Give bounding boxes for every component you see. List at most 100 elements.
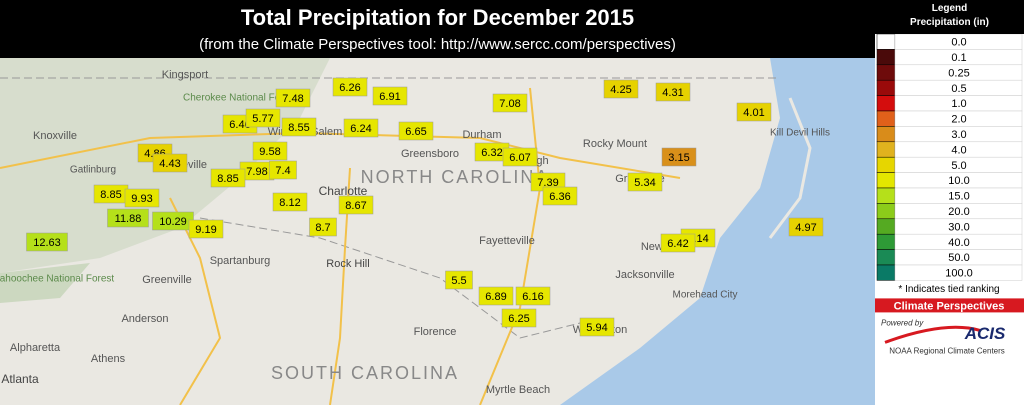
legend-label: 0.1: [951, 52, 966, 64]
station-box: [515, 286, 551, 306]
station-value: 6.07: [509, 152, 530, 164]
legend-label: 2.0: [951, 114, 966, 126]
station-value: 12.63: [33, 237, 61, 249]
station-box: [542, 186, 578, 206]
place-label: Greenville: [142, 274, 192, 286]
highway: [0, 131, 681, 179]
place-label: SOUTH CAROLINA: [271, 363, 459, 383]
station-box: [152, 153, 188, 173]
station-value: 8.85: [217, 173, 238, 185]
station-value: 8.12: [279, 197, 300, 209]
station-box: [26, 232, 68, 252]
place-label: Rock Hill: [326, 258, 369, 270]
station-box: [398, 121, 434, 141]
station-value: 11.88: [115, 213, 142, 225]
station-value: 6.36: [549, 191, 570, 203]
station-value: 4.25: [610, 84, 631, 96]
station-value: 6.26: [339, 82, 360, 94]
ocean: [560, 58, 875, 405]
station-value: 7.39: [537, 177, 558, 189]
legend-label: 10.0: [948, 175, 969, 187]
legend-swatch: [876, 203, 896, 220]
station-value: 9.19: [195, 224, 216, 236]
station-value: 6.25: [508, 313, 529, 325]
station-box: [124, 188, 160, 208]
station-value: 7.4: [275, 165, 290, 177]
legend-header: Legend Precipitation (in): [875, 0, 1024, 34]
station-box: [309, 217, 337, 237]
station-value: 5.34: [634, 177, 655, 189]
place-label: Chattahoochee National Forest: [0, 274, 114, 285]
place-label: NORTH CAROLINA: [361, 167, 550, 187]
subtitle: (from the Climate Perspectives tool: htt…: [199, 36, 676, 53]
station-box: [210, 168, 246, 188]
place-label: Athens: [91, 353, 126, 365]
acis-swoosh: [884, 325, 981, 344]
legend-swatch: [876, 33, 896, 50]
place-label: Morehead City: [672, 290, 737, 301]
station-value: 4.97: [795, 222, 816, 234]
station-value: 9.58: [259, 146, 280, 158]
station-value: 6.89: [485, 291, 506, 303]
legend-label: 20.0: [948, 206, 969, 218]
place-label: Spartanburg: [210, 255, 271, 267]
highway: [479, 87, 542, 405]
legend-label: 100.0: [945, 268, 973, 280]
station-value: 4.43: [159, 158, 180, 170]
place-label: Fayetteville: [479, 235, 535, 247]
station-box: [502, 147, 538, 167]
legend-label: 0.5: [951, 83, 966, 95]
station-value: 5.94: [586, 322, 607, 334]
station-box: [736, 102, 772, 122]
station-value: 8.55: [288, 122, 309, 134]
forest: [0, 263, 90, 303]
station-box: [603, 79, 639, 99]
legend-label: 30.0: [948, 221, 969, 233]
powered-by: Powered by: [881, 319, 924, 328]
place-label: Kingsport: [162, 69, 208, 81]
rcc-label: NOAA Regional Climate Centers: [889, 347, 1005, 356]
station-value: 10.29: [159, 216, 187, 228]
station-value: 9.93: [131, 193, 152, 205]
place-label: Greensboro: [401, 148, 459, 160]
station-value: 8.67: [345, 200, 366, 212]
place-label: Anderson: [121, 313, 168, 325]
header: Total Precipitation for December 2015 (f…: [0, 0, 875, 58]
legend-label: 3.0: [951, 129, 966, 141]
station-value: 5.5: [451, 275, 466, 287]
place-label: Knoxville: [33, 130, 77, 142]
station-box: [269, 160, 297, 180]
station-value: 6.46: [229, 119, 250, 131]
legend-swatch: [876, 126, 896, 143]
place-label: Durham: [462, 129, 501, 141]
place-label: Kill Devil Hills: [770, 128, 830, 139]
legend-label: 0.0: [951, 37, 966, 49]
station-box: [275, 88, 311, 108]
legend-row: [894, 264, 1023, 281]
legend-label: 50.0: [948, 252, 969, 264]
legend-label: 1.0: [951, 98, 966, 110]
station-box: [661, 147, 697, 167]
legend-swatch: [876, 141, 896, 158]
legend-swatch: [876, 218, 896, 235]
station-box: [788, 217, 824, 237]
outer-banks: [768, 97, 812, 239]
legend-swatch: [876, 156, 896, 173]
station-value: 5.77: [252, 113, 273, 125]
station-value: 6.16: [522, 291, 543, 303]
station-box: [492, 93, 528, 113]
banner-bg: [875, 298, 1024, 313]
legend: Legend Precipitation (in) 0.0 0.1 0.25 0.5 1…: [875, 0, 1024, 405]
legend-swatch: [876, 49, 896, 66]
legend-swatch: [876, 79, 896, 96]
place-label: Charlotte: [319, 184, 368, 198]
station-value: 7.98: [246, 166, 267, 178]
station-value: 7.08: [499, 98, 520, 110]
station-box: [107, 208, 149, 228]
legend-swatch: [876, 64, 896, 81]
station-box: [655, 82, 691, 102]
station-box: [372, 86, 408, 106]
place-label: Gatlinburg: [70, 165, 116, 176]
station-box: [338, 195, 374, 215]
station-value: 6.65: [405, 126, 426, 138]
